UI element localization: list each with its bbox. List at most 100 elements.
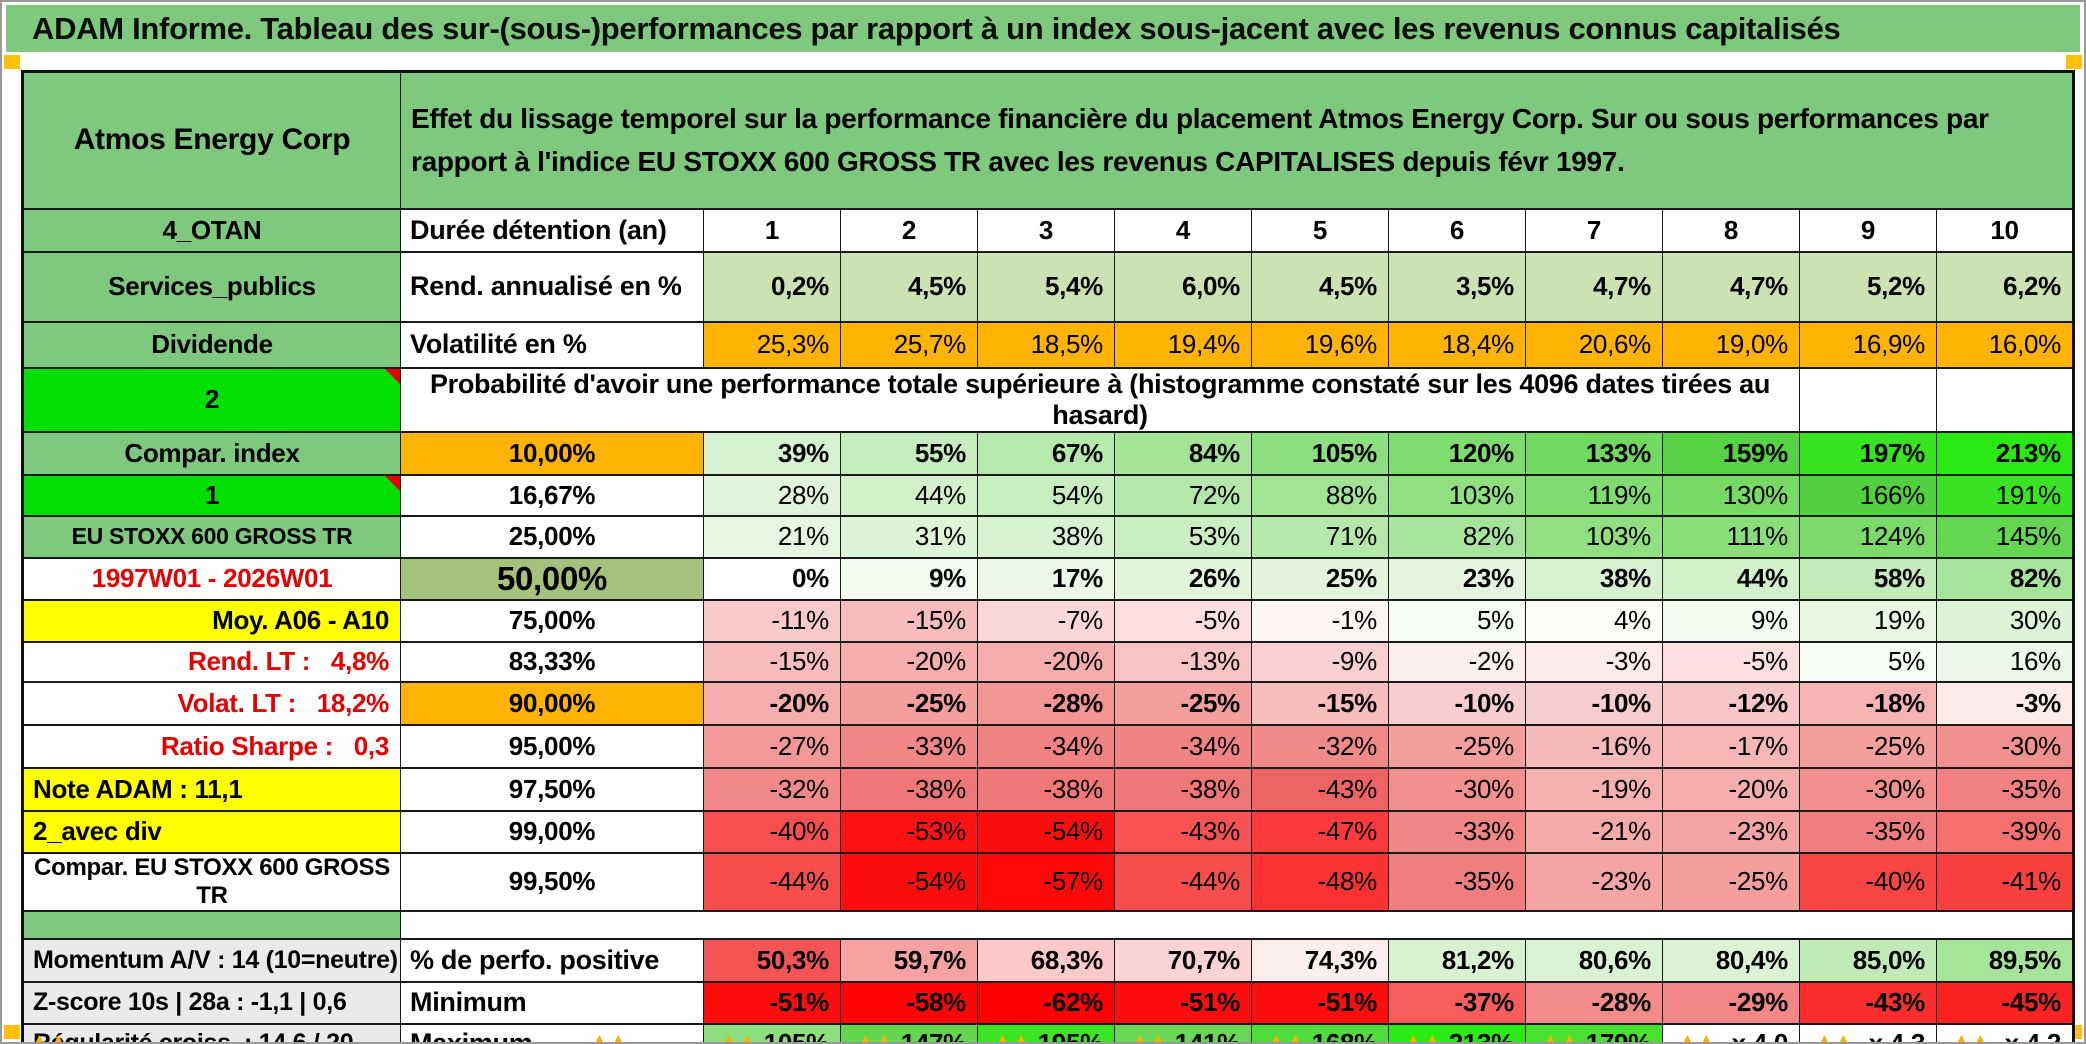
data-cell[interactable]: 4,7% [1525,250,1663,323]
data-cell[interactable]: -39% [1936,809,2074,854]
row-label-cell[interactable]: Régularité croiss. : 14,6 / 20 [22,1022,401,1042]
data-cell[interactable]: -7% [977,598,1115,643]
row-subtitle-cell[interactable]: 99,00% [400,809,704,854]
data-cell[interactable]: 82% [1936,556,2074,601]
data-cell[interactable]: 55% [840,430,978,476]
data-cell[interactable]: 4% [1525,598,1663,643]
data-cell[interactable]: -25% [1799,723,1937,769]
row-label-cell[interactable]: 4_OTAN [22,207,401,253]
data-cell[interactable]: -28% [977,680,1115,726]
row-label-cell[interactable]: Compar. index [22,430,401,476]
row-label-cell[interactable]: Moy. A06 - A10 [22,598,401,643]
company-name-cell[interactable]: Atmos Energy Corp [22,70,401,210]
data-cell[interactable]: -15% [703,640,841,683]
data-cell[interactable]: 103% [1388,473,1526,517]
row-label-cell[interactable]: Z-score 10s | 28a : -1,1 | 0,6 [22,980,401,1025]
table-description-cell[interactable]: Effet du lissage temporel sur la perform… [400,70,2074,210]
row-label-cell[interactable]: Dividende [22,320,401,369]
data-cell[interactable]: 213% [1388,1022,1526,1042]
row-subtitle-cell[interactable]: 99,50% [400,851,704,912]
row-subtitle-cell[interactable]: Rend. annualisé en % [400,250,704,323]
data-cell[interactable]: -29% [1662,980,1800,1025]
row-label-cell[interactable]: EU STOXX 600 GROSS TR [22,514,401,559]
data-cell[interactable]: -13% [1114,640,1252,683]
data-cell[interactable]: 19,0% [1662,320,1800,369]
data-cell[interactable]: -38% [1114,766,1252,812]
data-cell[interactable]: -35% [1388,851,1526,912]
data-cell[interactable]: -27% [703,723,841,769]
data-cell[interactable]: 191% [1936,473,2074,517]
data-cell[interactable]: -35% [1799,809,1937,854]
data-cell[interactable]: 53% [1114,514,1252,559]
data-cell[interactable]: 68,3% [977,937,1115,983]
data-cell[interactable]: 213% [1936,430,2074,476]
data-cell[interactable]: 25,7% [840,320,978,369]
data-cell[interactable]: -20% [1662,766,1800,812]
data-cell[interactable]: 70,7% [1114,937,1252,983]
data-cell[interactable]: 18,4% [1388,320,1526,369]
data-cell[interactable]: -3% [1525,640,1663,683]
data-cell[interactable]: 19,6% [1251,320,1389,369]
data-cell[interactable]: -15% [1251,680,1389,726]
data-cell[interactable]: 0% [703,556,841,601]
data-cell[interactable]: -51% [1251,980,1389,1025]
data-cell[interactable]: -28% [1525,980,1663,1025]
data-cell[interactable]: -10% [1525,680,1663,726]
data-cell[interactable]: -15% [840,598,978,643]
data-cell[interactable]: 88% [1251,473,1389,517]
row-subtitle-cell[interactable]: 10,00% [400,430,704,476]
data-cell[interactable]: 58% [1799,556,1937,601]
data-cell[interactable]: 39% [703,430,841,476]
data-cell[interactable]: 80,4% [1662,937,1800,983]
data-cell[interactable]: 105% [1251,430,1389,476]
data-cell[interactable]: -3% [1936,680,2074,726]
data-cell[interactable]: -41% [1936,851,2074,912]
data-cell[interactable]: 5,2% [1799,250,1937,323]
data-cell[interactable]: -32% [703,766,841,812]
data-cell[interactable]: 3,5% [1388,250,1526,323]
data-cell[interactable]: 4,7% [1662,250,1800,323]
data-cell[interactable]: 71% [1251,514,1389,559]
row-subtitle-cell[interactable]: Volatilité en % [400,320,704,369]
data-cell[interactable]: 67% [977,430,1115,476]
data-cell[interactable]: -38% [840,766,978,812]
data-cell[interactable]: 30% [1936,598,2074,643]
row-label-cell[interactable]: Rend. LT : 4,8% [22,640,401,683]
data-cell[interactable]: -23% [1662,809,1800,854]
data-cell[interactable]: x 4,2 [1936,1022,2074,1042]
data-cell[interactable]: -18% [1799,680,1937,726]
data-cell[interactable]: 6,0% [1114,250,1252,323]
data-cell[interactable]: 44% [840,473,978,517]
row-subtitle-cell[interactable]: 97,50% [400,766,704,812]
data-cell[interactable]: 145% [1936,514,2074,559]
data-cell[interactable]: 84% [1114,430,1252,476]
data-cell[interactable]: 20,6% [1525,320,1663,369]
row-label-cell[interactable]: 1997W01 - 2026W01 [22,556,401,601]
row-subtitle-cell[interactable]: 25,00% [400,514,704,559]
data-cell[interactable]: 0,2% [703,250,841,323]
data-cell[interactable]: 4 [1114,207,1252,253]
row-label-cell[interactable]: Momentum A/V : 14 (10=neutre) [22,937,401,983]
data-cell[interactable]: -5% [1662,640,1800,683]
data-cell[interactable]: 85,0% [1799,937,1937,983]
data-cell[interactable]: 120% [1388,430,1526,476]
data-cell[interactable]: -43% [1114,809,1252,854]
data-cell[interactable]: 16% [1936,640,2074,683]
data-cell[interactable]: 16,9% [1799,320,1937,369]
data-cell[interactable]: -1% [1251,598,1389,643]
data-cell[interactable]: 21% [703,514,841,559]
row-subtitle-cell[interactable]: 95,00% [400,723,704,769]
data-cell[interactable]: 18,5% [977,320,1115,369]
data-cell[interactable]: 74,3% [1251,937,1389,983]
row-label-cell[interactable]: Volat. LT : 18,2% [22,680,401,726]
data-cell[interactable]: -11% [703,598,841,643]
data-cell[interactable]: -58% [840,980,978,1025]
row-label-cell[interactable]: 2 [22,366,401,433]
data-cell[interactable]: 159% [1662,430,1800,476]
probability-banner-cell[interactable]: Probabilité d'avoir une performance tota… [400,366,1800,433]
row-subtitle-cell[interactable]: 50,00% [400,556,704,601]
data-cell[interactable]: -19% [1525,766,1663,812]
data-cell[interactable]: 195% [977,1022,1115,1042]
data-cell[interactable]: -51% [1114,980,1252,1025]
separator-rest-cell[interactable] [400,910,2074,939]
